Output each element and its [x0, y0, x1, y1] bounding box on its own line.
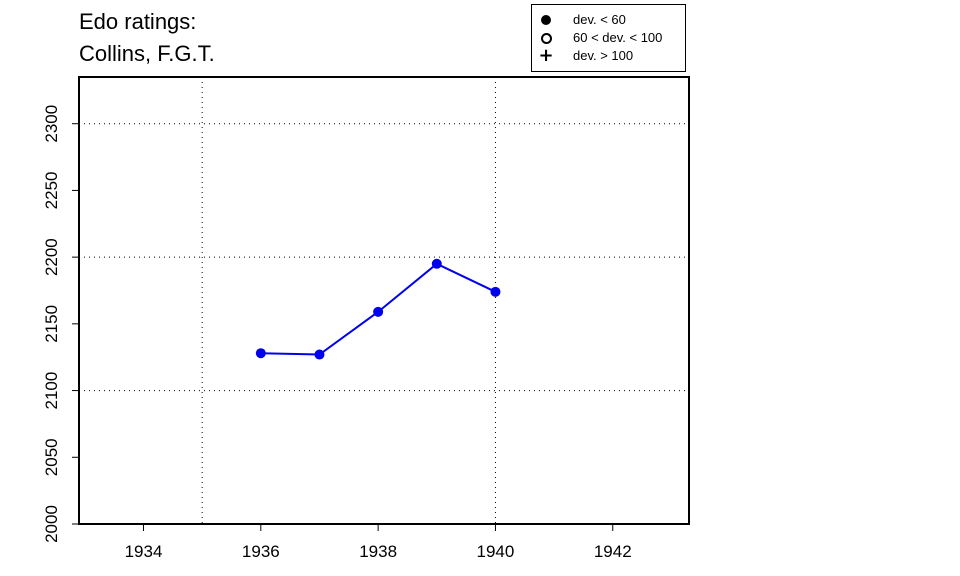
- plot-frame: [78, 76, 690, 525]
- legend-label: dev. < 60: [573, 12, 626, 27]
- open-circle-icon: [539, 29, 553, 47]
- y-tick-label: 2150: [42, 305, 61, 343]
- chart-title-line-2: Collins, F.G.T.: [79, 41, 215, 66]
- x-tick-label: 1940: [477, 542, 515, 561]
- data-point: [431, 258, 442, 269]
- plus-icon: +: [538, 45, 554, 66]
- legend-label: 60 < dev. < 100: [573, 30, 663, 45]
- x-tick-label: 1936: [242, 542, 280, 561]
- y-tick-label: 2200: [42, 238, 61, 276]
- data-point: [314, 349, 325, 360]
- filled-circle-icon: [539, 11, 553, 29]
- x-tick-label: 1934: [125, 542, 163, 561]
- y-tick-label: 2050: [42, 438, 61, 476]
- x-tick-label: 1938: [359, 542, 397, 561]
- legend-label: dev. > 100: [573, 48, 634, 63]
- y-tick-label: 2100: [42, 372, 61, 410]
- legend-entry-open: 60 < dev. < 100: [532, 29, 685, 47]
- y-tick-label: 2250: [42, 172, 61, 210]
- chart-title-line-1: Edo ratings:: [79, 9, 197, 34]
- legend-entry-plus: + dev. > 100: [532, 47, 685, 65]
- y-tick-label: 2000: [42, 505, 61, 543]
- data-point: [255, 348, 266, 359]
- y-tick-label: 2300: [42, 105, 61, 143]
- legend-entry-filled: dev. < 60: [532, 11, 685, 29]
- data-point: [490, 286, 501, 297]
- x-tick-label: 1942: [594, 542, 632, 561]
- legend: dev. < 60 60 < dev. < 100 + dev. > 100: [531, 4, 686, 72]
- data-point: [373, 306, 384, 317]
